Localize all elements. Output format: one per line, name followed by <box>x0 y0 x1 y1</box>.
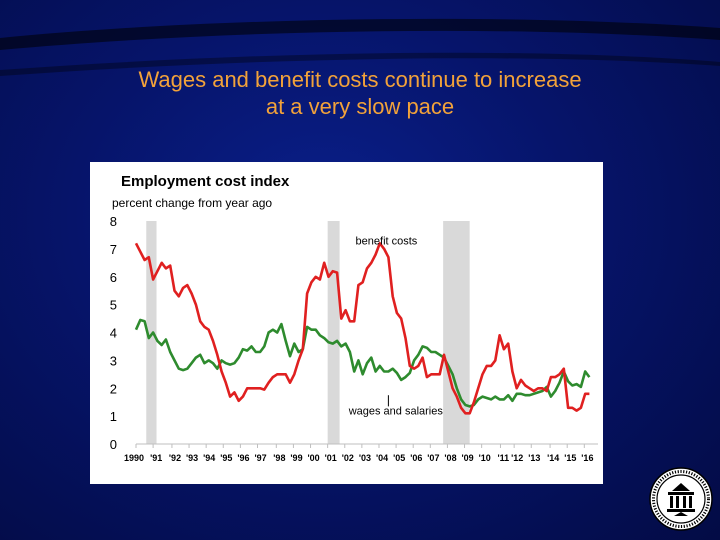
x-tick-label: '15 <box>564 453 576 463</box>
x-tick-label: '96 <box>237 453 249 463</box>
series-line-benefit-costs <box>134 242 590 415</box>
x-tick-label: '00 <box>308 453 320 463</box>
y-tick-label: 0 <box>110 437 117 452</box>
y-tick-label: 7 <box>110 242 117 257</box>
axes-group: 0 1 2 3 4 5 6 7 8 1990 '91 '92 '93 '94 '95 '96 '97 '98 '99… <box>110 214 598 463</box>
recession-band-1 <box>146 221 157 444</box>
y-tick-label: 2 <box>110 381 117 396</box>
y-tick-label: 3 <box>110 353 117 368</box>
slide-title-line-2: at a very slow pace <box>265 94 455 119</box>
x-tick-label: '04 <box>376 453 388 463</box>
x-tick-label: '07 <box>427 453 439 463</box>
y-tick-label: 4 <box>110 326 117 341</box>
x-tick-label: '14 <box>547 453 559 463</box>
x-tick-label: '99 <box>290 453 302 463</box>
y-tick-label: 5 <box>110 298 117 313</box>
x-tick-label: '06 <box>410 453 422 463</box>
employment-cost-index-chart: Employment cost index percent change fro… <box>110 173 598 463</box>
x-tick-label: '97 <box>254 453 266 463</box>
x-tick-label: '01 <box>325 453 337 463</box>
federal-reserve-seal-icon <box>649 467 713 531</box>
slide-title-line-1: Wages and benefit costs continue to incr… <box>138 67 582 92</box>
y-axis-label: percent change from year ago <box>112 196 272 210</box>
x-tick-label: '95 <box>220 453 232 463</box>
x-tick-label: '11 <box>497 453 509 463</box>
y-tick-label: 6 <box>110 270 117 285</box>
series-group <box>134 242 591 415</box>
recession-band-2 <box>327 221 340 444</box>
series-line-wages-and-salaries <box>134 318 591 408</box>
x-tick-label: '13 <box>528 453 540 463</box>
recession-band-3 <box>443 221 470 444</box>
x-tick-label: '05 <box>393 453 405 463</box>
x-tick-label: '94 <box>203 453 215 463</box>
x-tick-label: '16 <box>581 453 593 463</box>
x-tick-label: '93 <box>186 453 198 463</box>
chart-panel: Employment cost index percent change fro… <box>90 162 603 484</box>
slide-title: Wages and benefit costs continue to incr… <box>60 66 660 120</box>
x-tick-label: '03 <box>359 453 371 463</box>
x-tick-label: '92 <box>169 453 181 463</box>
x-tick-label: '91 <box>150 453 162 463</box>
x-tick-label: '10 <box>479 453 491 463</box>
y-tick-label: 8 <box>110 214 117 229</box>
annotations-group: benefit costs wages and salaries <box>348 236 444 418</box>
annotation-label: wages and salaries <box>348 406 444 418</box>
chart-title: Employment cost index <box>121 173 290 190</box>
x-tick-label: '02 <box>342 453 354 463</box>
annotation-label: benefit costs <box>356 236 418 248</box>
x-tick-label: 1990 <box>124 453 144 463</box>
recession-shading-group <box>146 221 470 444</box>
x-tick-label: '08 <box>444 453 456 463</box>
x-tick-label: '09 <box>462 453 474 463</box>
x-tick-label: '12 <box>511 453 523 463</box>
y-tick-label: 1 <box>110 409 117 424</box>
x-tick-label: '98 <box>273 453 285 463</box>
